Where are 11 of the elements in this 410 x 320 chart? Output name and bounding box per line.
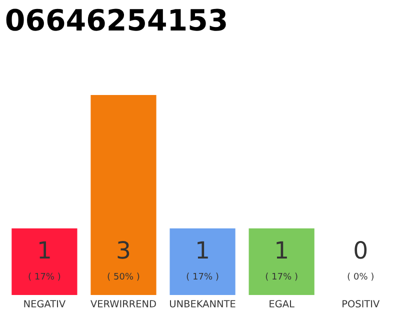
x-tick-label: UNBEKANNTE: [170, 300, 236, 308]
data-label: 1 ( 17% ): [28, 241, 60, 281]
x-tick-label: EGAL: [270, 300, 294, 308]
x-tick-label: VERWIRREND: [90, 300, 156, 308]
x-tick-label: POSITIV: [342, 300, 380, 308]
data-label: 1 ( 17% ): [186, 241, 218, 281]
data-label: 1 ( 17% ): [266, 241, 298, 281]
x-tick-label: NEGATIV: [24, 300, 66, 308]
chart-title: 06646254153: [6, 8, 226, 31]
data-label: 3 ( 50% ): [108, 241, 140, 281]
data-label: 0 ( 0% ): [348, 241, 374, 281]
